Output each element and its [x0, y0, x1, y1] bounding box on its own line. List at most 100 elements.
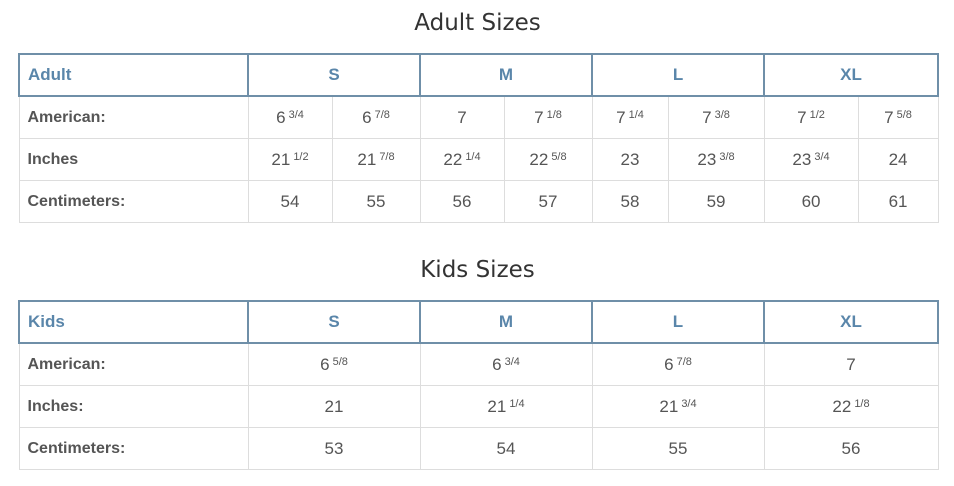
- size-fraction: 1/4: [509, 397, 525, 410]
- size-fraction: 3/8: [719, 150, 735, 163]
- size-whole-number: 54: [496, 438, 516, 458]
- size-whole-number: 59: [706, 191, 726, 211]
- size-whole-number: 21: [324, 396, 344, 416]
- kids-corner-label: Kids: [18, 300, 249, 344]
- adult-table-row: Centimeters: 54 55 56 57 58 59 60 61: [18, 180, 939, 223]
- size-fraction: 1/8: [854, 397, 870, 410]
- size-fraction: 5/8: [896, 108, 912, 121]
- size-fraction: 1/4: [628, 108, 644, 121]
- size-value-cell: 55: [591, 427, 765, 470]
- kids-table-row: Inches: 21 21 1/4 21 3/4 22 1/8: [18, 385, 939, 428]
- kids-size-header: M: [419, 300, 593, 344]
- size-value-cell: 61: [857, 180, 939, 223]
- size-whole-number: 23: [697, 149, 717, 169]
- size-value-cell: 23 3/4: [763, 138, 859, 181]
- size-whole-number: 21: [487, 396, 507, 416]
- adult-size-header: S: [247, 53, 421, 97]
- size-value-cell: 24: [857, 138, 939, 181]
- adult-size-table: Adult S M L XL American: 6 3/4 6 7/8 7 7 1/8 7 1/…: [18, 53, 940, 223]
- size-value-cell: 6 7/8: [331, 95, 421, 139]
- size-value-cell: 7 3/8: [667, 95, 765, 139]
- size-whole-number: 6: [320, 354, 330, 374]
- row-label: American:: [18, 95, 249, 139]
- size-fraction: 1/8: [546, 108, 562, 121]
- size-value-cell: 57: [503, 180, 593, 223]
- size-value-cell: 6 5/8: [247, 342, 421, 386]
- adult-corner-label: Adult: [18, 53, 249, 97]
- row-label: Centimeters:: [18, 180, 249, 223]
- size-fraction: 7/8: [374, 108, 390, 121]
- row-label: Inches: [18, 138, 249, 181]
- size-whole-number: 54: [280, 191, 300, 211]
- row-label: American:: [18, 342, 249, 386]
- kids-sizes-section: Kids Sizes Kids S M L XL American: 6 5/8 6 3…: [18, 255, 939, 470]
- size-value-cell: 6 3/4: [419, 342, 593, 386]
- kids-sizes-title: Kids Sizes: [420, 257, 535, 283]
- size-value-cell: 21 1/4: [419, 385, 593, 428]
- kids-header-row: Kids S M L XL: [18, 300, 939, 344]
- size-fraction: 7/8: [676, 355, 692, 368]
- size-value-cell: 54: [247, 180, 333, 223]
- size-whole-number: 56: [452, 191, 472, 211]
- size-fraction: 1/2: [809, 108, 825, 121]
- size-value-cell: 23: [591, 138, 669, 181]
- size-whole-number: 23: [792, 149, 812, 169]
- size-value-cell: 56: [419, 180, 505, 223]
- adult-size-header: XL: [763, 53, 940, 97]
- size-whole-number: 7: [534, 107, 544, 127]
- row-label: Centimeters:: [18, 427, 249, 470]
- size-whole-number: 7: [884, 107, 894, 127]
- size-value-cell: 7 1/8: [503, 95, 593, 139]
- size-value-cell: 23 3/8: [667, 138, 765, 181]
- adult-sizes-section: Adult Sizes Adult S M L XL American: 6 3/4…: [18, 8, 940, 223]
- size-whole-number: 58: [620, 191, 640, 211]
- size-whole-number: 22: [832, 396, 852, 416]
- size-whole-number: 53: [324, 438, 344, 458]
- kids-table-row: Centimeters: 53 54 55 56: [18, 427, 939, 470]
- adult-table-row: Inches 21 1/2 21 7/8 22 1/4 22 5/8 23 23 3/8 23 3/4 24: [18, 138, 939, 181]
- size-whole-number: 56: [841, 438, 861, 458]
- kids-size-header: S: [247, 300, 421, 344]
- kids-size-header: L: [591, 300, 765, 344]
- size-whole-number: 21: [271, 149, 291, 169]
- size-fraction: 5/8: [332, 355, 348, 368]
- size-whole-number: 7: [457, 107, 467, 127]
- size-value-cell: 21 1/2: [247, 138, 333, 181]
- adult-size-header: L: [591, 53, 766, 97]
- size-whole-number: 6: [362, 107, 372, 127]
- size-whole-number: 7: [616, 107, 626, 127]
- size-whole-number: 23: [620, 149, 640, 169]
- size-whole-number: 7: [797, 107, 807, 127]
- size-value-cell: 59: [667, 180, 765, 223]
- adult-size-header: M: [418, 53, 594, 97]
- size-whole-number: 7: [846, 354, 856, 374]
- size-whole-number: 57: [538, 191, 558, 211]
- size-value-cell: 22 1/4: [419, 138, 505, 181]
- adult-sizes-title: Adult Sizes: [414, 10, 541, 36]
- size-value-cell: 22 5/8: [503, 138, 593, 181]
- size-value-cell: 7: [763, 342, 939, 386]
- size-fraction: 3/4: [288, 108, 304, 121]
- size-value-cell: 7 5/8: [857, 95, 939, 139]
- size-fraction: 5/8: [551, 150, 567, 163]
- size-whole-number: 22: [529, 149, 549, 169]
- size-whole-number: 22: [443, 149, 463, 169]
- kids-table-row: American: 6 5/8 6 3/4 6 7/8 7: [18, 342, 939, 386]
- size-value-cell: 56: [763, 427, 939, 470]
- size-whole-number: 55: [366, 191, 386, 211]
- size-whole-number: 21: [659, 396, 679, 416]
- size-value-cell: 58: [591, 180, 669, 223]
- size-fraction: 1/2: [293, 150, 309, 163]
- size-whole-number: 61: [888, 191, 908, 211]
- kids-size-header: XL: [763, 300, 939, 344]
- size-whole-number: 6: [492, 354, 502, 374]
- size-whole-number: 55: [668, 438, 688, 458]
- row-label: Inches:: [18, 385, 249, 428]
- size-fraction: 7/8: [379, 150, 395, 163]
- size-fraction: 1/4: [465, 150, 481, 163]
- size-fraction: 3/4: [504, 355, 520, 368]
- size-whole-number: 7: [702, 107, 712, 127]
- size-whole-number: 60: [801, 191, 821, 211]
- adult-header-row: Adult S M L XL: [18, 53, 940, 97]
- size-fraction: 3/4: [681, 397, 697, 410]
